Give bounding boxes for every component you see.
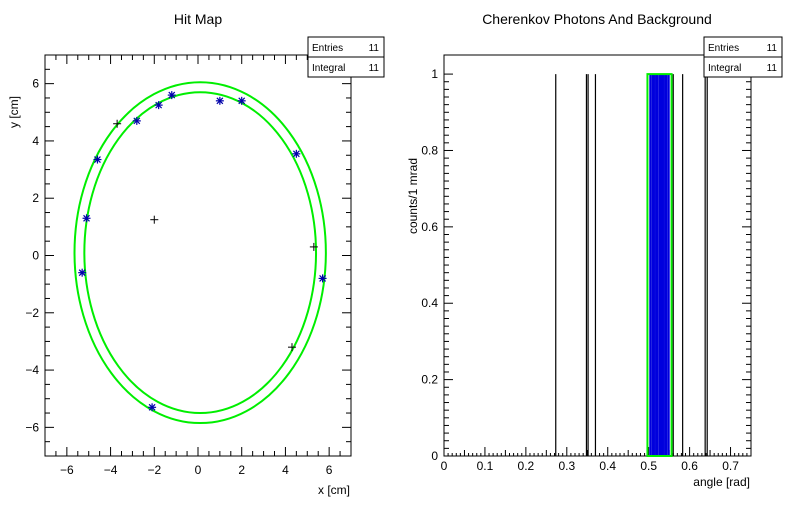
angle-x-tick-label: 0.1 <box>477 459 494 473</box>
hitmap-y-tick-label: 2 <box>32 191 39 205</box>
angle-x-tick-label: 0.7 <box>722 459 739 473</box>
angle-axes: 0 0.1 0.2 0.3 0.4 0.5 0.6 0.7 0 0.2 0.4 0.6 0.8 1 <box>421 67 752 473</box>
hitmap-y-tick-label: −2 <box>25 306 39 320</box>
angle-stats-integral: 11 <box>767 63 778 74</box>
hitmap-background-point <box>150 215 159 224</box>
hitmap-x-tick-label: −2 <box>147 463 161 477</box>
hitmap-x-tick-label: 2 <box>238 463 245 477</box>
hitmap-stats-entries: 11 <box>369 43 380 54</box>
angle-panel: Cherenkov Photons And Background 0 0.1 0.2… <box>406 11 783 489</box>
angle-x-tick-label: 0.3 <box>558 459 575 473</box>
angle-window-box <box>646 73 673 457</box>
hitmap-signal-point <box>148 403 157 412</box>
hitmap-x-tick-label: −4 <box>104 463 118 477</box>
hitmap-signal-point <box>237 96 246 105</box>
hitmap-y-tick-label: 6 <box>32 77 39 91</box>
hitmap-ring <box>83 91 318 415</box>
angle-x-tick-label: 0.5 <box>640 459 657 473</box>
hitmap-x-tick-label: 6 <box>326 463 333 477</box>
angle-frame <box>443 54 752 457</box>
hitmap-signal-point <box>154 101 163 110</box>
hitmap-y-tick-label: 0 <box>32 249 39 263</box>
angle-y-tick-label: 0 <box>431 449 438 463</box>
hitmap-xlabel: x [cm] <box>318 483 350 497</box>
angle-x-tick-label: 0.6 <box>681 459 698 473</box>
angle-stats-entries-label: Entries <box>708 43 739 54</box>
angle-y-tick-label: 0.4 <box>421 296 438 310</box>
hitmap-ring <box>73 81 327 425</box>
angle-stats-box: Entries 11 Integral 11 <box>703 36 783 78</box>
hitmap-background-point <box>309 242 318 251</box>
angle-stats-entries: 11 <box>767 43 778 54</box>
hitmap-axes: −6 −4 −2 0 2 4 6 −6 −4 −2 0 2 4 6 <box>25 54 352 477</box>
hitmap-stats-entries-label: Entries <box>312 43 343 54</box>
hitmap-x-tick-label: 0 <box>195 463 202 477</box>
hitmap-signal-point <box>318 274 327 283</box>
hitmap-panel: Hit Map −6 −4 −2 0 2 4 6 −6 −4 −2 0 2 4 6 x [cm] y [c… <box>7 11 385 497</box>
hitmap-x-tick-label: 4 <box>282 463 289 477</box>
hitmap-background-point <box>113 119 122 128</box>
angle-y-tick-label: 0.2 <box>421 373 438 387</box>
hitmap-x-tick-label: −6 <box>60 463 74 477</box>
angle-xlabel: angle [rad] <box>693 475 750 489</box>
hitmap-stats-box: Entries 11 Integral 11 <box>307 36 385 78</box>
hitmap-rings <box>73 81 327 425</box>
angle-stats-integral-label: Integral <box>708 63 741 74</box>
hitmap-signal-point <box>132 116 141 125</box>
hitmap-ylabel: y [cm] <box>7 96 21 128</box>
angle-y-tick-label: 0.6 <box>421 220 438 234</box>
hitmap-signal-point <box>215 96 224 105</box>
hitmap-signal-point <box>167 91 176 100</box>
hitmap-stats-integral: 11 <box>369 63 380 74</box>
angle-x-tick-label: 0.4 <box>599 459 616 473</box>
angle-x-tick-label: 0.2 <box>518 459 535 473</box>
angle-title: Cherenkov Photons And Background <box>482 11 712 27</box>
angle-y-tick-label: 1 <box>431 67 438 81</box>
hitmap-y-tick-label: 4 <box>32 134 39 148</box>
angle-bars <box>555 73 708 457</box>
hitmap-signal-point <box>93 155 102 164</box>
hitmap-signal-point <box>82 214 91 223</box>
hitmap-signal-point <box>78 268 87 277</box>
hitmap-points <box>78 91 327 412</box>
hitmap-background-point <box>287 343 296 352</box>
hitmap-signal-point <box>292 149 301 158</box>
hitmap-stats-integral-label: Integral <box>312 63 345 74</box>
hitmap-y-tick-label: −4 <box>25 363 39 377</box>
hitmap-y-tick-label: −6 <box>25 420 39 434</box>
angle-y-tick-label: 0.8 <box>421 143 438 157</box>
hitmap-title: Hit Map <box>174 11 222 27</box>
hitmap-frame <box>44 54 352 457</box>
angle-ylabel: counts/1 mrad <box>406 158 420 234</box>
angle-x-tick-label: 0 <box>441 459 448 473</box>
